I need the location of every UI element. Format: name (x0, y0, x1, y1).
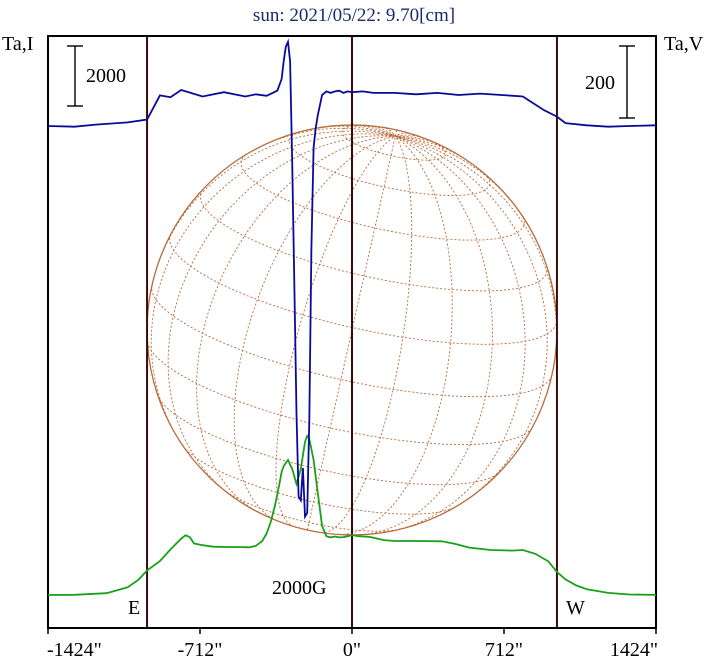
right-axis-label: Ta,V (664, 33, 704, 55)
latitude-grid-line (240, 154, 525, 241)
latitude-grid-line (157, 395, 501, 486)
longitude-grid-line (395, 135, 473, 165)
longitude-grid-line (395, 135, 526, 531)
longitude-grid-line (306, 136, 396, 531)
longitude-grid-line (385, 127, 396, 137)
x-tick-label: 712" (485, 639, 523, 661)
field-annotation: 2000G (272, 577, 326, 599)
longitude-grid-line (196, 135, 396, 513)
latitude-grid-line (222, 488, 402, 532)
longitude-grid-line (395, 135, 440, 146)
series-stokes-v-line (47, 38, 657, 520)
latitude-grid-line (169, 234, 558, 345)
longitude-grid-line (275, 135, 396, 528)
chart-title: sun: 2021/05/22: 9.70[cm] (253, 5, 455, 26)
left-scale-bar-label: 2000 (86, 65, 126, 87)
longitude-grid-line (394, 130, 398, 137)
longitude-grid-line (395, 132, 408, 137)
x-tick-label: 1424" (610, 639, 658, 661)
latitude-grid-line (288, 131, 491, 196)
left-axis-label: Ta,I (2, 33, 33, 55)
longitude-grid-line (233, 135, 396, 522)
longitude-grid-line (359, 135, 493, 536)
east-limb-label: E (128, 597, 140, 619)
latitude-grid-line (199, 189, 548, 292)
x-tick-label: 0" (343, 639, 361, 661)
right-scale-bar (619, 45, 635, 119)
longitude-grid-line (370, 125, 396, 137)
x-axis-ticks: -1424" -712" 0" 712" 1424" (47, 628, 658, 661)
latitude-grid-line (147, 342, 533, 446)
longitude-grid-line (314, 125, 396, 137)
latitude-grid-line (341, 125, 447, 161)
left-scale-bar (67, 45, 83, 107)
west-limb-label: W (566, 597, 585, 619)
longitude-grid-line (338, 135, 453, 535)
longitude-grid-line (351, 124, 396, 137)
longitude-grid-line (395, 134, 423, 138)
longitude-grid-line (167, 135, 396, 492)
x-tick-label: -1424" (47, 639, 102, 661)
x-tick-label: -712" (178, 639, 223, 661)
longitude-grid-line (151, 130, 396, 286)
longitude-grid-line (395, 135, 558, 375)
right-scale-bar-label: 200 (585, 72, 615, 94)
longitude-grid-line (320, 135, 413, 534)
